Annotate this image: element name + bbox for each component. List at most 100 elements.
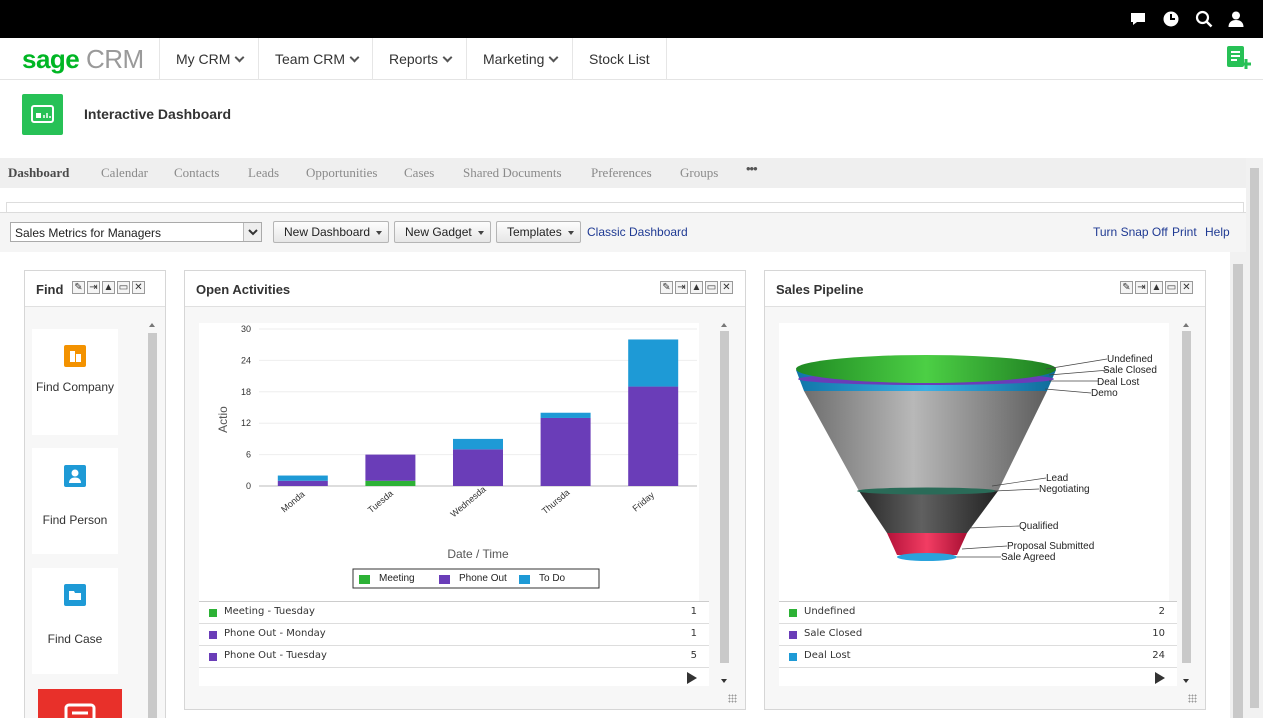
y-tick-label: 6	[246, 450, 251, 460]
tab-contacts[interactable]: Contacts	[174, 165, 220, 180]
legend-label: To Do	[539, 573, 566, 584]
find-person-label: Find Person	[42, 513, 108, 527]
new-gadget-button[interactable]: New Gadget	[394, 221, 491, 243]
find-company-tile[interactable]: Find Company	[32, 329, 118, 435]
turn-snap-off-link[interactable]: Turn Snap Off	[1093, 225, 1168, 239]
bar-segment	[540, 412, 591, 418]
nav-stock-list[interactable]: Stock List	[572, 38, 667, 80]
close-icon[interactable]: ✕	[132, 281, 145, 294]
top-bar	[0, 0, 1263, 38]
list-item[interactable]: Phone Out - Monday 1	[199, 624, 709, 646]
tab-calendar[interactable]: Calendar	[101, 165, 148, 180]
funnel-label: Lead	[1046, 473, 1068, 484]
legend-swatch	[209, 609, 217, 617]
close-icon[interactable]: ✕	[1180, 281, 1193, 294]
legend-swatch	[439, 575, 450, 584]
legend-swatch	[209, 653, 217, 661]
x-tick-label: Thursda	[540, 487, 572, 516]
user-icon[interactable]	[1226, 9, 1246, 29]
collapse-icon[interactable]: ▲	[690, 281, 703, 294]
pin-icon[interactable]: ⇥	[675, 281, 688, 294]
nav-reports[interactable]: Reports	[372, 38, 467, 80]
edit-icon[interactable]: ✎	[72, 281, 85, 294]
add-entity-icon[interactable]	[1225, 44, 1253, 72]
classic-dashboard-link[interactable]: Classic Dashboard	[587, 225, 688, 239]
list-item[interactable]: Meeting - Tuesday 1	[199, 602, 709, 624]
next-page-icon[interactable]	[1155, 672, 1165, 684]
y-tick-label: 24	[241, 355, 251, 365]
print-link[interactable]: Print	[1172, 225, 1197, 239]
folder-icon	[64, 584, 86, 606]
search-icon[interactable]	[1194, 9, 1214, 29]
close-icon[interactable]: ✕	[720, 281, 733, 294]
bar-segment	[540, 417, 591, 486]
find-case-tile[interactable]: Find Case	[32, 568, 118, 674]
list-item[interactable]: Deal Lost 24	[779, 646, 1177, 668]
pin-icon[interactable]: ⇥	[87, 281, 100, 294]
maximize-icon[interactable]: ▭	[1165, 281, 1178, 294]
pipeline-scrollbar[interactable]	[1179, 319, 1193, 689]
dashboard-select[interactable]: Sales Metrics for Managers	[10, 222, 262, 242]
edit-icon[interactable]: ✎	[660, 281, 673, 294]
divider	[6, 202, 1244, 212]
page-scrollbar[interactable]	[1246, 158, 1263, 718]
maximize-icon[interactable]: ▭	[705, 281, 718, 294]
tab-preferences[interactable]: Preferences	[591, 165, 652, 180]
templates-button[interactable]: Templates	[496, 221, 581, 243]
list-item[interactable]: Sale Closed 10	[779, 624, 1177, 646]
report-tile[interactable]	[38, 689, 122, 718]
gadget-title: Open Activities	[196, 282, 291, 297]
tab-shared-documents[interactable]: Shared Documents	[463, 165, 562, 180]
pin-icon[interactable]: ⇥	[1135, 281, 1148, 294]
nav-marketing[interactable]: Marketing	[466, 38, 573, 80]
next-page-icon[interactable]	[687, 672, 697, 684]
help-link[interactable]: Help	[1205, 225, 1230, 239]
dashboard-scrollbar[interactable]	[1230, 252, 1246, 718]
find-person-tile[interactable]: Find Person	[32, 448, 118, 554]
x-axis-label: Date / Time	[447, 547, 509, 561]
edit-icon[interactable]: ✎	[1120, 281, 1133, 294]
y-tick-label: 12	[241, 418, 251, 428]
company-icon	[64, 345, 86, 367]
list-item[interactable]: Phone Out - Tuesday 5	[199, 646, 709, 668]
tab-leads[interactable]: Leads	[248, 165, 280, 180]
y-tick-label: 30	[241, 324, 251, 334]
clock-icon[interactable]	[1161, 9, 1181, 29]
y-tick-label: 0	[246, 481, 251, 491]
chevron-down-icon[interactable]	[243, 223, 261, 241]
resize-grip-icon[interactable]	[1188, 694, 1197, 703]
find-scrollbar[interactable]	[145, 319, 159, 718]
list-pager	[779, 668, 1177, 686]
bar-segment	[277, 475, 328, 481]
new-dashboard-button[interactable]: New Dashboard	[273, 221, 390, 243]
nav-team-crm[interactable]: Team CRM	[258, 38, 374, 80]
find-case-label: Find Case	[47, 632, 103, 646]
x-tick-label: Monda	[279, 489, 307, 514]
find-gadget: Find ✎ ⇥ ▲ ▭ ✕ Find Company Find Person Find…	[24, 270, 166, 718]
funnel-label: Undefined	[1107, 354, 1153, 365]
funnel-label: Proposal Submitted	[1007, 541, 1094, 552]
legend-swatch	[789, 653, 797, 661]
list-item[interactable]: Undefined 2	[779, 602, 1177, 624]
tab-opportunities[interactable]: Opportunities	[306, 165, 378, 180]
main-nav: sage CRM My CRM Team CRM Reports Marketi…	[0, 38, 1263, 80]
funnel-label: Sale Agreed	[1001, 552, 1056, 563]
activities-scrollbar[interactable]	[717, 319, 731, 689]
tab-groups[interactable]: Groups	[680, 165, 719, 180]
bar-segment	[365, 480, 416, 486]
x-tick-label: Friday	[630, 490, 656, 514]
legend-swatch	[359, 575, 370, 584]
maximize-icon[interactable]: ▭	[117, 281, 130, 294]
tab-cases[interactable]: Cases	[404, 165, 435, 180]
collapse-icon[interactable]: ▲	[102, 281, 115, 294]
tab-more[interactable]: •••	[746, 161, 758, 176]
resize-grip-icon[interactable]	[728, 694, 737, 703]
sage-crm-logo[interactable]: sage CRM	[22, 44, 144, 74]
chat-icon[interactable]	[1128, 9, 1148, 29]
nav-my-crm[interactable]: My CRM	[159, 38, 259, 80]
tab-dashboard[interactable]: Dashboard	[8, 165, 70, 180]
report-icon	[64, 703, 96, 718]
person-icon	[64, 465, 86, 487]
chevron-down-icon	[234, 52, 245, 63]
collapse-icon[interactable]: ▲	[1150, 281, 1163, 294]
